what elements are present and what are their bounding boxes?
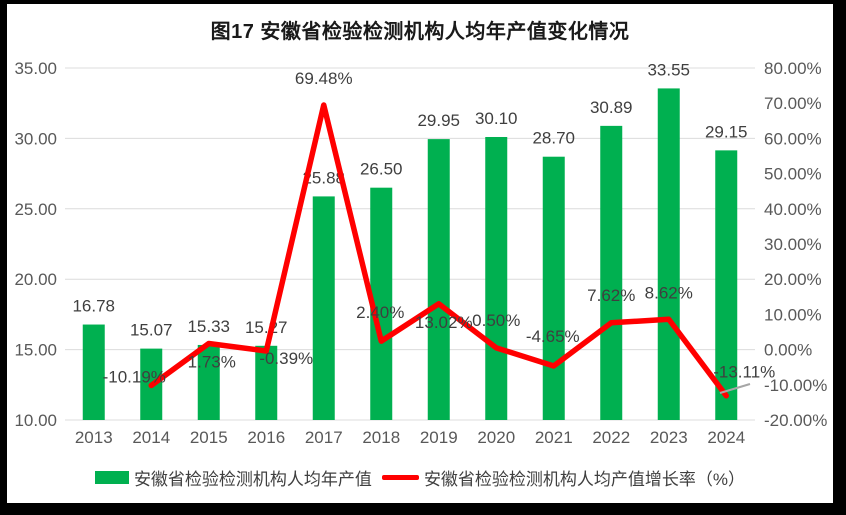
bar-value-label: 33.55 [647,60,690,79]
right-axis-tick: 40.00% [764,200,822,219]
chart-title: 图17 安徽省检验检测机构人均年产值变化情况 [210,21,630,43]
right-axis-tick: 20.00% [764,270,822,289]
line-value-label: -10.19% [103,367,166,386]
line-value-label: -13.11% [713,363,775,382]
left-axis-tick: 25.00 [14,200,57,219]
x-axis-year-label: 2014 [132,428,170,447]
x-axis-year-label: 2017 [305,428,343,447]
right-axis-tick: 70.00% [764,94,822,113]
x-axis-year-label: 2018 [362,428,400,447]
bar-2017 [312,196,335,420]
x-axis-year-label: 2023 [650,428,688,447]
x-axis-year-label: 2024 [707,428,745,447]
bar-value-label: 16.78 [72,297,115,316]
x-axis-year-label: 2016 [247,428,285,447]
right-axis-tick: -20.00% [764,411,827,430]
legend-item-line-series: 安徽省检验检测机构人均产值增长率（%） [381,465,746,490]
line-value-label: 69.48% [295,69,353,88]
legend-label-line-series: 安徽省检验检测机构人均产值增长率（%） [423,470,746,489]
bar-2013 [82,324,105,420]
bar-value-label: 30.10 [475,109,518,128]
line-value-label: 0.50% [472,311,520,330]
legend: 安徽省检验检测机构人均年产值 安徽省检验检测机构人均产值增长率（%） [7,465,833,490]
growth-rate-line [148,102,729,399]
bar-2018 [370,187,393,420]
left-axis-tick: 15.00 [14,341,57,360]
x-axis-year-label: 2020 [477,428,515,447]
legend-item-bar-series: 安徽省检验检测机构人均年产值 [94,465,372,490]
bar-2020 [485,136,508,420]
line-value-label: -0.39% [259,349,313,368]
bar-2015 [197,344,220,420]
x-axis-year-label: 2021 [535,428,573,447]
bar-value-label: 28.70 [532,129,575,148]
x-axis-year-label: 2015 [190,428,228,447]
label-leader-line [719,383,751,394]
bar-value-label: 29.15 [705,122,748,141]
bar-2021 [542,156,565,421]
bar-value-label: 30.89 [590,98,633,117]
line-value-label: 8.62% [645,283,693,302]
bar-2019 [427,139,450,420]
line-series-swatch [381,475,419,480]
line-value-label: 2.40% [356,303,404,322]
right-axis-tick: 80.00% [764,59,822,78]
right-axis-tick: 30.00% [764,235,822,254]
bar-value-label: 15.07 [130,321,173,340]
left-axis-tick: 20.00 [14,270,57,289]
bar-value-label: 25.88 [302,168,345,187]
right-axis-tick: 50.00% [764,165,822,184]
line-value-label: 13.02% [415,313,473,332]
bar-2024 [715,150,738,421]
left-axis-tick: 35.00 [14,59,57,78]
bar-value-label: 15.27 [245,318,288,337]
bar-value-label: 26.50 [360,160,403,179]
legend-label-bar-series: 安徽省检验检测机构人均年产值 [133,470,372,489]
chart-surface: 图17 安徽省检验检测机构人均年产值变化情况 35.00 30.00 25.00 20… [7,4,833,503]
right-axis-tick: 10.00% [764,305,822,324]
left-axis-tick: 10.00 [14,411,57,430]
x-axis-year-label: 2013 [75,428,113,447]
x-axis-year-label: 2022 [592,428,630,447]
line-value-label: -4.65% [526,327,580,346]
combo-chart-plot: 35.00 30.00 25.00 20.00 15.00 10.00 80.00% 70.0… [14,59,827,447]
bar-series-swatch [94,471,129,484]
bar-2023 [657,88,680,420]
bar-2022 [600,125,623,420]
bar-value-label: 29.95 [417,111,460,130]
right-axis-tick: 0.00% [764,341,812,360]
x-axis-year-label: 2019 [420,428,458,447]
right-axis-tick: -10.00% [764,376,827,395]
bar-2016 [255,345,278,420]
line-value-label: 7.62% [587,286,635,305]
left-axis-tick: 30.00 [14,129,57,148]
right-axis-tick: 60.00% [764,129,822,148]
bar-value-label: 15.33 [187,317,230,336]
line-value-label: 1.73% [188,353,236,372]
